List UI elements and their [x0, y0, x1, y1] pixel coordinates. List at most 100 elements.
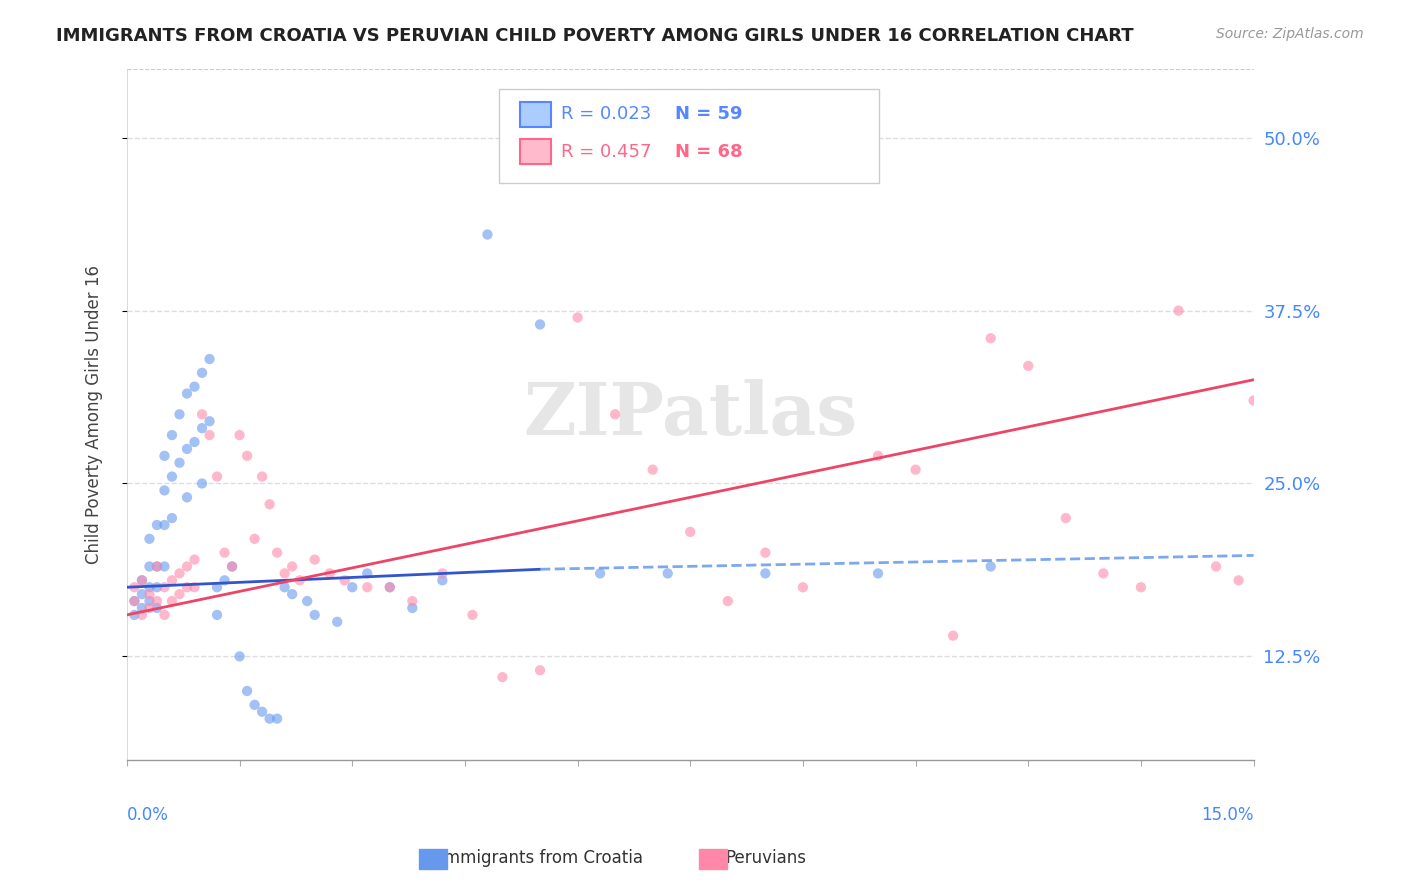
Point: [169, 408, 191, 422]
Point: [198, 428, 221, 442]
Point: [183, 435, 205, 450]
Point: [461, 607, 484, 622]
Point: [138, 601, 160, 615]
Point: [589, 566, 612, 581]
Point: [1227, 574, 1250, 588]
Point: [980, 559, 1002, 574]
Point: [153, 607, 176, 622]
Point: [319, 566, 342, 581]
Point: [266, 546, 288, 560]
Point: [259, 712, 281, 726]
Point: [153, 559, 176, 574]
Point: [259, 497, 281, 511]
Point: [378, 580, 401, 594]
Point: [138, 580, 160, 594]
Point: [160, 574, 183, 588]
Point: [304, 607, 326, 622]
Point: [138, 587, 160, 601]
Point: [1257, 117, 1279, 131]
Point: [228, 428, 250, 442]
Point: [236, 449, 259, 463]
Point: [124, 594, 146, 608]
Point: [131, 574, 153, 588]
Point: [131, 607, 153, 622]
Point: [160, 511, 183, 525]
Point: [221, 559, 243, 574]
Point: [146, 518, 169, 533]
Point: [153, 518, 176, 533]
Point: [477, 227, 499, 242]
Point: [131, 601, 153, 615]
Point: [205, 580, 228, 594]
Point: [198, 351, 221, 366]
Point: [124, 580, 146, 594]
Point: [176, 559, 198, 574]
Point: [146, 594, 169, 608]
Point: [205, 607, 228, 622]
Point: [146, 601, 169, 615]
Y-axis label: Child Poverty Among Girls Under 16: Child Poverty Among Girls Under 16: [86, 265, 103, 564]
Point: [214, 546, 236, 560]
Point: [183, 379, 205, 393]
Point: [160, 469, 183, 483]
Point: [176, 580, 198, 594]
Point: [250, 469, 273, 483]
Point: [401, 594, 423, 608]
Point: [131, 587, 153, 601]
Point: [1054, 511, 1077, 525]
Point: [304, 552, 326, 566]
Point: [243, 698, 266, 712]
Point: [567, 310, 589, 325]
Point: [1205, 559, 1227, 574]
Point: [214, 574, 236, 588]
Text: N = 59: N = 59: [675, 105, 742, 123]
Point: [866, 566, 889, 581]
Point: [942, 629, 965, 643]
Point: [191, 366, 214, 380]
Point: [529, 318, 551, 332]
Point: [138, 559, 160, 574]
Point: [1243, 393, 1265, 408]
Point: [529, 663, 551, 677]
Point: [228, 649, 250, 664]
Point: [432, 566, 454, 581]
Point: [866, 449, 889, 463]
Point: [146, 559, 169, 574]
Point: [183, 552, 205, 566]
Point: [191, 476, 214, 491]
Point: [153, 449, 176, 463]
Point: [183, 580, 205, 594]
Point: [288, 574, 311, 588]
Point: [717, 594, 740, 608]
Text: 15.0%: 15.0%: [1201, 805, 1254, 824]
Point: [1317, 296, 1340, 310]
Point: [432, 574, 454, 588]
Point: [792, 580, 814, 594]
Point: [169, 456, 191, 470]
Point: [243, 532, 266, 546]
Point: [657, 566, 679, 581]
Point: [1092, 566, 1115, 581]
Point: [281, 587, 304, 601]
Point: [221, 559, 243, 574]
Point: [1129, 580, 1152, 594]
Point: [326, 615, 349, 629]
Point: [160, 428, 183, 442]
Point: [160, 594, 183, 608]
Point: [1017, 359, 1039, 373]
Point: [124, 594, 146, 608]
Point: [169, 566, 191, 581]
Point: [754, 546, 776, 560]
Point: [205, 469, 228, 483]
Point: [904, 463, 927, 477]
Point: [198, 414, 221, 428]
Point: [176, 491, 198, 505]
Point: [153, 483, 176, 498]
Text: N = 68: N = 68: [675, 143, 742, 161]
Point: [754, 566, 776, 581]
Point: [401, 601, 423, 615]
Point: [191, 408, 214, 422]
Point: [356, 580, 378, 594]
Point: [236, 684, 259, 698]
Point: [679, 524, 702, 539]
